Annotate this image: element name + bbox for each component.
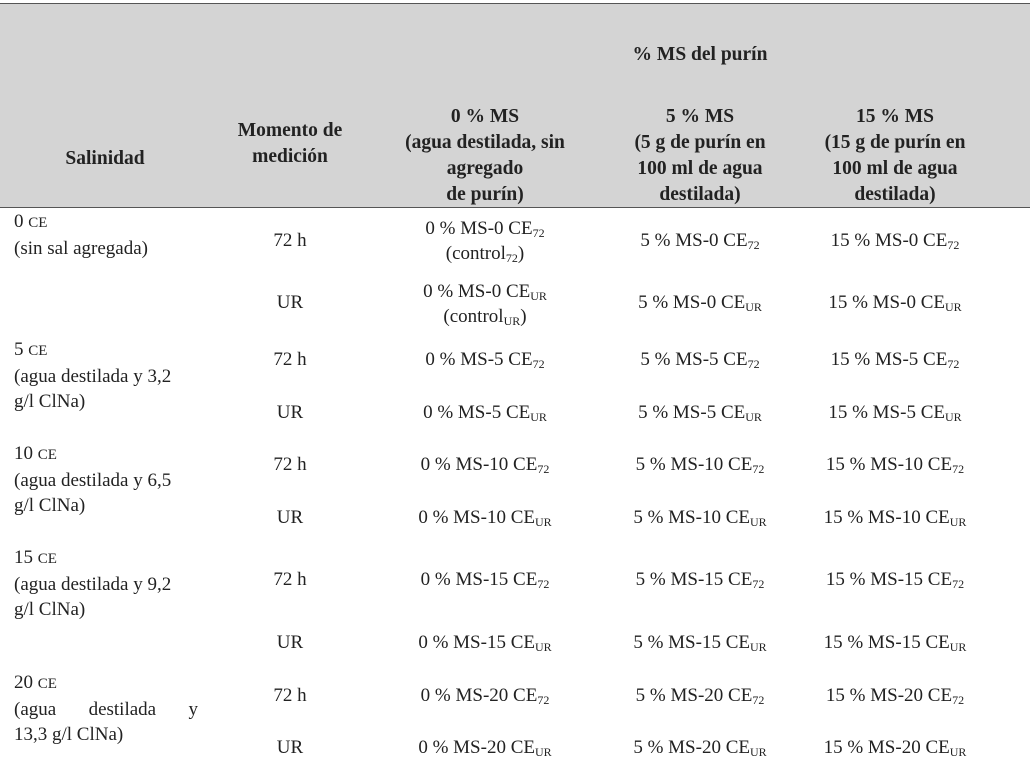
table-cell: 15 % MS-5 CEUR: [828, 402, 962, 424]
header-col-5ms: 5 % MS (5 g de purín en 100 ml de agua d…: [634, 106, 766, 205]
momento-cell: UR: [276, 292, 304, 313]
momento-cell: 72 h: [273, 685, 307, 706]
table-cell: 0 % MS-5 CE72: [425, 349, 545, 371]
header-rule: [0, 207, 1030, 208]
table-cell: 15 % MS-5 CE72: [830, 349, 960, 371]
table-cell: 5 % MS-10 CEUR: [633, 507, 767, 529]
momento-cell: 72 h: [273, 454, 307, 475]
table-cell: 15 % MS-10 CEUR: [823, 507, 967, 529]
header-ms-purin: % MS del purín: [632, 44, 768, 65]
table-cell: 15 % MS-10 CE72: [825, 454, 965, 476]
header-salinidad: Salinidad: [65, 148, 145, 169]
table-cell: 0 % MS-0 CEUR (controlUR): [423, 281, 547, 328]
table-cell: 15 % MS-0 CEUR: [828, 292, 962, 314]
table-cell: 0 % MS-10 CE72: [420, 454, 550, 476]
table-cell: 5 % MS-0 CEUR: [638, 292, 762, 314]
table-cell: 0 % MS-15 CEUR: [418, 632, 552, 654]
table-cell: 5 % MS-15 CEUR: [633, 632, 767, 654]
salinidad-5: 5 CE (agua destilada y 3,2 g/l ClNa): [14, 339, 172, 412]
momento-cell: 72 h: [273, 349, 307, 370]
table-cell: 0 % MS-15 CE72: [420, 569, 550, 591]
table-cell: 5 % MS-20 CE72: [635, 685, 765, 707]
table-cell: 15 % MS-20 CE72: [825, 685, 965, 707]
momento-cell: 72 h: [273, 569, 307, 590]
table-cell: 15 % MS-20 CEUR: [823, 737, 967, 759]
table-header: [0, 3, 1030, 207]
momento-cell: UR: [276, 507, 304, 528]
momento-cell: UR: [276, 737, 304, 758]
table-cell: 5 % MS-20 CEUR: [633, 737, 767, 759]
table-cell: 15 % MS-15 CE72: [825, 569, 965, 591]
salinidad-20: 20 CE (agua destilada y 13,3 g/l ClNa): [14, 672, 198, 745]
top-rule: [0, 3, 1030, 4]
table-cell: 5 % MS-15 CE72: [635, 569, 765, 591]
header-col-15ms: 15 % MS (15 g de purín en 100 ml de agua…: [824, 106, 966, 205]
table-cell: 5 % MS-0 CE72: [640, 230, 760, 252]
table-cell: 0 % MS-10 CEUR: [418, 507, 552, 529]
table-cell: 5 % MS-5 CEUR: [638, 402, 762, 424]
table-cell: 15 % MS-15 CEUR: [823, 632, 967, 654]
table-cell: 5 % MS-5 CE72: [640, 349, 760, 371]
salinidad-10: 10 CE (agua destilada y 6,5 g/l ClNa): [14, 443, 172, 516]
header-momento: Momento de medición: [237, 120, 343, 167]
table-cell: 15 % MS-0 CE72: [830, 230, 960, 252]
table-cell: 0 % MS-20 CE72: [420, 685, 550, 707]
header-col-0ms: 0 % MS (agua destilada, sin agregado de …: [405, 106, 565, 205]
table-cell: 5 % MS-10 CE72: [635, 454, 765, 476]
salinidad-0: 0 CE (sin sal agregada): [14, 211, 148, 259]
table-cell: 0 % MS-20 CEUR: [418, 737, 552, 759]
table-cell: 0 % MS-5 CEUR: [423, 402, 547, 424]
momento-cell: UR: [276, 402, 304, 423]
momento-cell: 72 h: [273, 230, 307, 251]
salinidad-15: 15 CE (agua destilada y 9,2 g/l ClNa): [14, 547, 172, 620]
table-cell: 0 % MS-0 CE72 (control72): [425, 218, 545, 265]
momento-cell: UR: [276, 632, 304, 653]
